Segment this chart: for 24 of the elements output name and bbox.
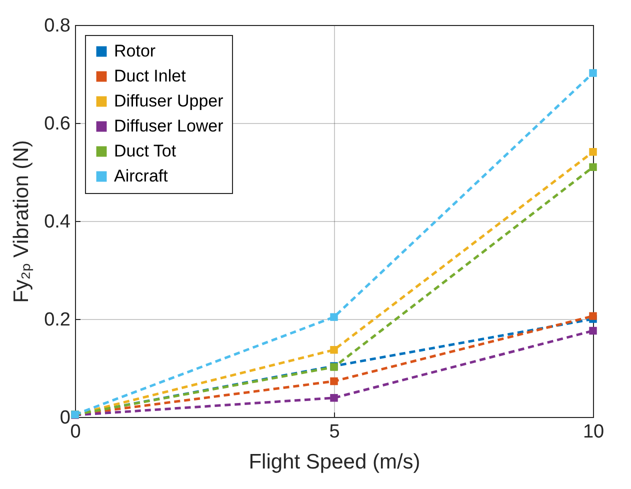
y-tick-label: 0 xyxy=(60,408,70,428)
y-tick-label: 0.8 xyxy=(44,16,70,36)
x-tick-label: 5 xyxy=(329,422,340,442)
y-tick-label: 0.6 xyxy=(44,114,70,134)
y-tick-label: 0.2 xyxy=(44,310,70,330)
legend-label: Duct Tot xyxy=(114,142,176,160)
point xyxy=(330,394,338,402)
legend-label: Rotor xyxy=(114,42,156,60)
point xyxy=(589,312,597,320)
point xyxy=(589,326,597,335)
point xyxy=(330,346,338,354)
legend-label: Diffuser Lower xyxy=(114,116,224,136)
y-tick-label: 0.4 xyxy=(44,212,71,232)
x-axis-title: Flight Speed (m/s) xyxy=(248,450,420,474)
point xyxy=(330,377,338,386)
point xyxy=(330,313,338,321)
legend-label: Duct Inlet xyxy=(114,66,186,86)
y-axis-title: Fy₂ₚ Vibration (N) xyxy=(10,140,34,303)
point xyxy=(589,69,597,77)
x-tick-label: 10 xyxy=(582,422,604,442)
legend-label: Diffuser Upper xyxy=(114,92,224,110)
point xyxy=(589,148,597,156)
point xyxy=(589,163,597,171)
legend-label: Aircraft xyxy=(114,166,168,186)
